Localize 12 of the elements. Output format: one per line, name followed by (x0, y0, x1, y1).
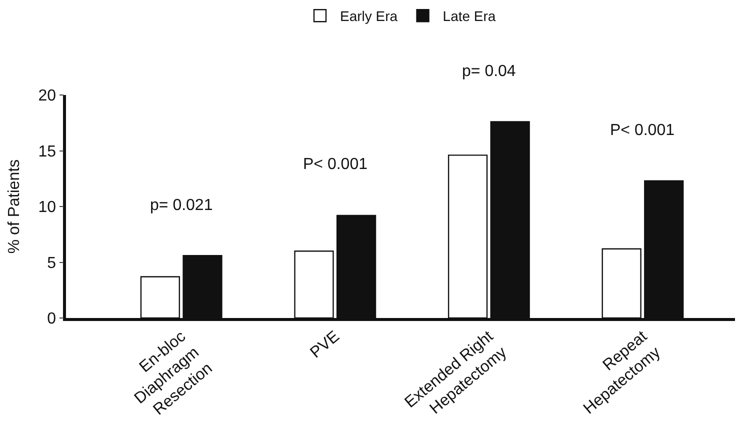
legend-label: Early Era (340, 8, 398, 24)
annotation: P< 0.001 (610, 122, 675, 139)
y-tick-label: 5 (47, 254, 56, 272)
y-tick-label: 20 (38, 88, 56, 105)
legend-label: Late Era (442, 8, 496, 24)
y-tick-label: 15 (38, 143, 56, 160)
annotation: P< 0.001 (303, 156, 368, 173)
y-tick-label: 0 (47, 310, 56, 328)
annotation: p= 0.021 (150, 197, 213, 214)
y-axis-title: % of Patients (6, 159, 24, 254)
y-tick-label: 10 (38, 199, 56, 216)
text: p= 0.04 (462, 63, 516, 80)
